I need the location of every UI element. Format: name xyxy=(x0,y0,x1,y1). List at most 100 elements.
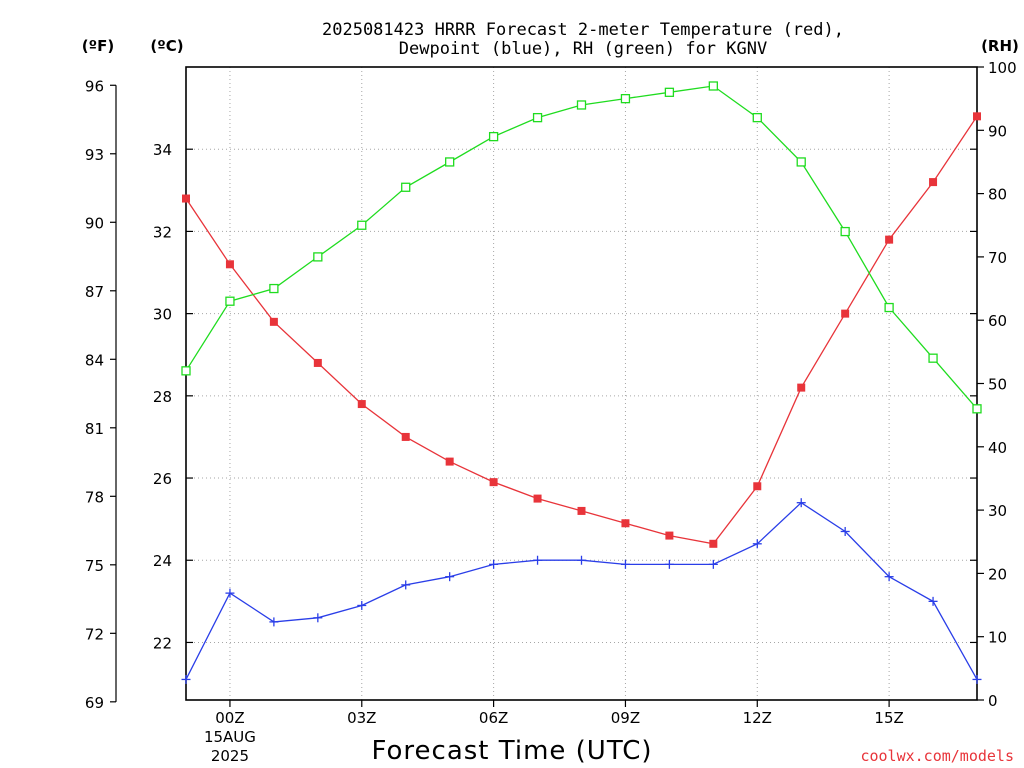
rh-data-point xyxy=(488,131,499,142)
fahrenheit-tick-label: 78 xyxy=(85,488,104,506)
fahrenheit-tick-label: 93 xyxy=(85,146,104,164)
rh-tick-label: 60 xyxy=(988,312,1007,330)
dewpoint-data-point xyxy=(708,559,718,569)
temperature-data-point xyxy=(445,457,454,466)
rh-data-point xyxy=(225,296,235,306)
temperature-data-point xyxy=(797,383,806,392)
dewpoint-data-point xyxy=(181,674,191,684)
dewpoint-data-point xyxy=(840,526,850,536)
temperature-data-point xyxy=(929,178,938,187)
chart-title-line-2: Dewpoint (blue), RH (green) for KGNV xyxy=(399,39,767,59)
x-axis-label: Forecast Time (UTC) xyxy=(371,736,652,766)
rh-tick-label: 90 xyxy=(988,122,1007,140)
rh-data-point xyxy=(840,226,850,237)
celsius-tick-label: 28 xyxy=(153,388,172,406)
x-tick-label: 15Z xyxy=(874,709,903,727)
dewpoint-data-point xyxy=(884,572,894,582)
dewpoint-data-point xyxy=(620,559,630,569)
dewpoint-data-point xyxy=(928,596,938,606)
rh-data-point xyxy=(313,252,323,262)
fahrenheit-unit-label: (ºF) xyxy=(82,37,114,55)
rh-data-point xyxy=(752,112,762,123)
plot-frame xyxy=(185,66,978,701)
rh-tick-label: 10 xyxy=(988,629,1007,647)
fahrenheit-tick-label: 84 xyxy=(85,351,104,369)
celsius-tick-label: 22 xyxy=(153,634,172,652)
celsius-tick-label: 32 xyxy=(153,223,172,241)
x-tick-label: 09Z xyxy=(611,709,640,727)
fahrenheit-tick-label: 69 xyxy=(85,694,104,712)
temperature-data-point xyxy=(973,112,981,121)
rh-data-point xyxy=(796,157,806,167)
rh-tick-label: 50 xyxy=(988,376,1007,394)
rh-tick-label: 30 xyxy=(988,502,1007,520)
rh-data-point xyxy=(445,157,455,167)
dewpoint-data-point xyxy=(269,617,279,627)
dewpoint-data-point xyxy=(533,555,543,565)
dewpoint-data-point xyxy=(489,559,499,569)
fahrenheit-tick-label: 96 xyxy=(85,77,104,95)
dewpoint-data-point xyxy=(577,555,586,565)
rh-data-point xyxy=(357,220,367,230)
rh-tick-label: 70 xyxy=(988,249,1007,267)
x-tick-label: 06Z xyxy=(479,709,508,727)
temperature-data-point xyxy=(489,478,498,487)
celsius-tick-label: 26 xyxy=(153,470,172,488)
temperature-data-point xyxy=(709,539,718,548)
temperature-data-point xyxy=(182,194,190,203)
rh-tick-label: 40 xyxy=(988,439,1007,457)
fahrenheit-tick-label: 90 xyxy=(85,214,104,232)
temperature-data-point xyxy=(269,317,278,326)
dewpoint-data-point xyxy=(664,559,674,569)
rh-data-point xyxy=(620,94,631,104)
temperature-data-point xyxy=(313,358,322,367)
fahrenheit-tick-label: 72 xyxy=(85,625,104,643)
dewpoint-series-line xyxy=(185,501,978,680)
x-tick-label: 12Z xyxy=(743,709,772,727)
celsius-tick-label: 30 xyxy=(153,306,172,324)
temperature-data-point xyxy=(621,519,630,528)
rh-tick-label: 80 xyxy=(988,186,1007,204)
dewpoint-data-point xyxy=(972,674,982,684)
temperature-data-point xyxy=(577,506,586,515)
celsius-tick-label: 34 xyxy=(153,141,172,159)
dewpoint-data-point xyxy=(225,588,235,598)
dewpoint-data-point xyxy=(357,600,367,610)
data-series xyxy=(181,81,982,684)
dewpoint-data-point xyxy=(313,613,323,623)
temperature-data-point xyxy=(665,531,674,540)
dewpoint-data-point xyxy=(401,580,411,590)
rh-data-point xyxy=(972,404,982,414)
axes xyxy=(110,66,984,707)
dewpoint-data-point xyxy=(752,539,762,549)
credit-text[interactable]: coolwx.com/models xyxy=(860,747,1014,765)
rh-series-line xyxy=(185,85,978,410)
fahrenheit-tick-label: 75 xyxy=(85,557,104,575)
rh-tick-label: 0 xyxy=(988,692,998,710)
x-date-label: 2025 xyxy=(211,747,249,765)
temperature-data-point xyxy=(533,494,542,503)
temperature-data-point xyxy=(225,260,234,269)
temperature-data-point xyxy=(753,482,762,491)
x-date-label: 15AUG xyxy=(204,728,256,746)
rh-data-point xyxy=(708,81,718,91)
temperature-data-point xyxy=(885,235,894,244)
rh-data-point xyxy=(269,283,279,294)
x-tick-label: 00Z xyxy=(215,709,244,727)
rh-tick-label: 100 xyxy=(988,59,1017,77)
rh-data-point xyxy=(928,353,938,363)
rh-data-point xyxy=(884,302,894,313)
rh-data-point xyxy=(664,87,675,97)
rh-data-point xyxy=(576,100,587,110)
temperature-data-point xyxy=(841,309,850,318)
x-tick-label: 03Z xyxy=(347,709,376,727)
celsius-tick-label: 24 xyxy=(153,552,172,570)
temperature-data-point xyxy=(401,432,410,441)
rh-unit-label: (RH) xyxy=(981,37,1019,55)
temperature-series-line xyxy=(185,115,978,545)
dewpoint-data-point xyxy=(796,498,806,508)
rh-data-point xyxy=(532,112,543,123)
chart-title-line-1: 2025081423 HRRR Forecast 2-meter Tempera… xyxy=(322,20,844,40)
